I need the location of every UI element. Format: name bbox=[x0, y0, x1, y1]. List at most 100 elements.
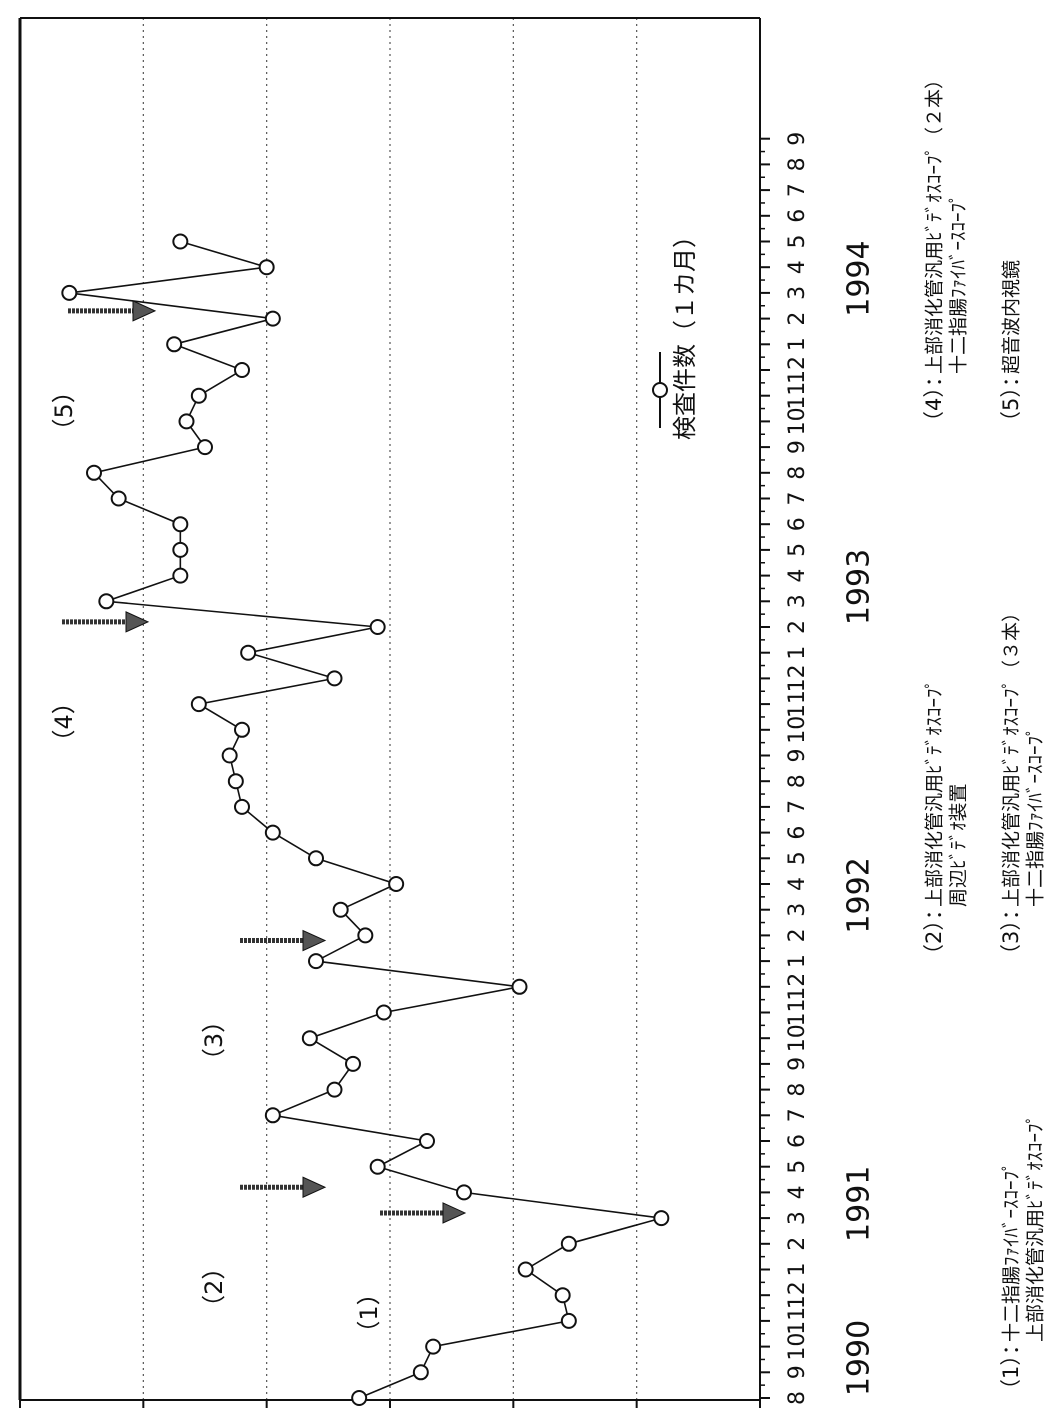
data-point bbox=[197, 439, 213, 456]
month-tick-label: 7 bbox=[785, 1108, 810, 1122]
note: （3）：上部消化管汎用ﾋﾞﾃﾞｵｽｺｰﾌﾟ（３本） 十二指腸ﾌｧｲﾊﾞｰｽｺｰﾌﾟ bbox=[999, 603, 1046, 965]
data-point bbox=[456, 1184, 472, 1201]
note-line: 超音波内視鏡 bbox=[1001, 260, 1023, 374]
month-tick-label: 7 bbox=[785, 800, 810, 814]
month-tick-label: 7 bbox=[785, 492, 810, 506]
month-tick-label: 5 bbox=[785, 543, 810, 557]
month-tick-label: 8 bbox=[785, 157, 810, 171]
year-label: 1992 bbox=[842, 857, 877, 933]
data-point bbox=[369, 1158, 386, 1175]
month-tick-label: 7 bbox=[785, 183, 810, 197]
month-tick-label: 2 bbox=[785, 1237, 810, 1251]
month-tick-label: 3 bbox=[785, 594, 810, 608]
month-tick-label: 6 bbox=[785, 1134, 810, 1148]
year-label: 1991 bbox=[842, 1166, 877, 1242]
gridlines bbox=[142, 18, 638, 1400]
data-point bbox=[172, 516, 189, 533]
note-marker: （5）： bbox=[999, 366, 1023, 432]
data-point bbox=[234, 362, 250, 378]
month-tick-label: 1 bbox=[785, 337, 810, 351]
annotation: （2） bbox=[200, 1176, 327, 1319]
year-label: 1994 bbox=[842, 240, 877, 316]
annotation: （4） bbox=[50, 611, 150, 754]
note: （4）：上部消化管汎用ﾋﾞﾃﾞｵｽｺｰﾌﾟ（２本） 十二指腸ﾌｧｲﾊﾞｰｽｺｰﾌﾟ bbox=[922, 70, 970, 432]
month-tick-label: 12 bbox=[785, 664, 810, 692]
series-line bbox=[61, 233, 670, 1406]
data-point bbox=[345, 1055, 361, 1072]
note-marker: （2）： bbox=[922, 899, 946, 965]
y-axis: 0100200300400500600 bbox=[19, 1400, 761, 1408]
month-tick-label: 12 bbox=[785, 1281, 810, 1309]
month-tick-label: 1 bbox=[785, 1263, 810, 1277]
month-tick-label: 6 bbox=[785, 517, 810, 531]
year-label: 1990 bbox=[842, 1320, 877, 1396]
data-point bbox=[357, 927, 374, 944]
data-point bbox=[258, 259, 275, 276]
data-point bbox=[264, 1107, 281, 1124]
data-point bbox=[425, 1338, 442, 1355]
data-point bbox=[166, 336, 183, 353]
month-tick-label: 10 bbox=[785, 1333, 810, 1361]
note-line: 上部消化管汎用ﾋﾞﾃﾞｵｽｺｰﾌﾟ（２本） bbox=[924, 70, 946, 374]
note-line: 上部消化管汎用ﾋﾞﾃﾞｵｽｺｰﾌﾟ bbox=[1025, 1114, 1046, 1342]
data-point bbox=[351, 1390, 368, 1406]
data-point bbox=[560, 1312, 577, 1329]
month-tick-label: 5 bbox=[785, 851, 810, 865]
month-tick-label: 9 bbox=[785, 749, 810, 763]
month-tick-label: 9 bbox=[785, 440, 810, 454]
annotation: （3） bbox=[200, 929, 327, 1072]
note: （5）：超音波内視鏡 bbox=[999, 260, 1023, 432]
data-point bbox=[172, 541, 189, 558]
month-tick-label: 12 bbox=[785, 973, 810, 1001]
annotation-label: （5） bbox=[50, 379, 78, 442]
month-tick-label: 5 bbox=[785, 1160, 810, 1174]
month-tick-label: 9 bbox=[785, 1365, 810, 1379]
month-tick-label: 1 bbox=[785, 954, 810, 968]
data-point bbox=[326, 670, 343, 687]
month-tick-label: 11 bbox=[785, 690, 810, 718]
data-point bbox=[190, 387, 207, 404]
data-point bbox=[264, 824, 281, 841]
x-axis: 8910111212345678910111212345678910111212… bbox=[760, 132, 877, 1405]
data-point bbox=[308, 850, 324, 867]
data-point bbox=[98, 593, 115, 610]
data-point bbox=[511, 978, 528, 995]
data-point bbox=[560, 1235, 577, 1252]
annotations: （1） （2） （3） （4） （5） bbox=[50, 300, 467, 1345]
month-tick-label: 12 bbox=[785, 356, 810, 384]
data-point bbox=[308, 953, 324, 970]
month-tick-label: 10 bbox=[785, 716, 810, 744]
month-tick-label: 4 bbox=[785, 877, 810, 891]
annotation: （5） bbox=[50, 300, 157, 443]
note-marker: （4）： bbox=[922, 366, 946, 432]
annotation-label: （1） bbox=[355, 1281, 383, 1344]
month-tick-label: 3 bbox=[785, 1211, 810, 1225]
year-label: 1993 bbox=[842, 549, 877, 625]
data-point bbox=[86, 464, 102, 481]
data-point bbox=[375, 1004, 392, 1021]
data-point bbox=[190, 696, 207, 713]
data-point bbox=[221, 747, 238, 764]
data-point bbox=[419, 1133, 435, 1149]
data-point bbox=[517, 1261, 534, 1278]
note-line: 周辺ﾋﾞﾃﾞｵ装置 bbox=[948, 783, 970, 907]
annotation-arrow-head bbox=[302, 1176, 327, 1199]
month-tick-label: 9 bbox=[785, 1057, 810, 1071]
month-tick-label: 11 bbox=[785, 1307, 810, 1335]
note-marker: （3）： bbox=[999, 899, 1023, 965]
month-tick-label: 11 bbox=[785, 999, 810, 1027]
data-point bbox=[264, 310, 281, 327]
data-point bbox=[240, 644, 257, 661]
data-point bbox=[653, 1210, 670, 1227]
legend: 検査件数（１カ月） bbox=[652, 224, 699, 440]
data-point bbox=[332, 901, 349, 918]
data-point bbox=[61, 284, 78, 301]
annotation-arrow-head bbox=[132, 300, 157, 322]
month-tick-label: 8 bbox=[785, 466, 810, 480]
data-point bbox=[326, 1081, 343, 1098]
data-point bbox=[227, 773, 244, 790]
data-point bbox=[172, 567, 189, 584]
data-point bbox=[110, 490, 127, 507]
annotation-arrow-head bbox=[302, 929, 327, 952]
